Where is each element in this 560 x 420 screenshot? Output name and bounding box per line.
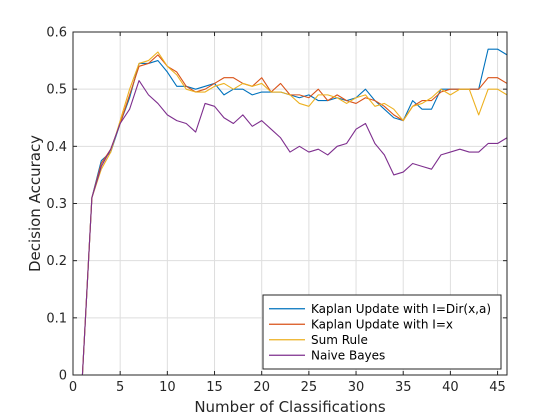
y-tick-label: 0 (59, 369, 67, 384)
x-tick-label: 15 (206, 380, 223, 395)
y-tick-label: 0.3 (46, 197, 67, 212)
x-tick-label: 0 (69, 380, 77, 395)
axis-ticks: 0 5 10 15 20 25 30 35 40 45 0 0.1 0.2 0.3 0.4 0.5 0.6 (46, 26, 507, 395)
x-tick-label: 45 (489, 380, 506, 395)
x-axis-label: Number of Classifications (194, 398, 386, 416)
x-tick-label: 35 (395, 380, 412, 395)
series-line-0 (81, 48, 508, 376)
x-tick-label: 40 (442, 380, 459, 395)
x-tick-label: 20 (253, 380, 270, 395)
series-layer (81, 48, 508, 376)
x-tick-label: 10 (159, 380, 176, 395)
x-tick-label: 5 (116, 380, 124, 395)
legend: Kaplan Update with I=Dir(x,a)Kaplan Upda… (262, 294, 502, 370)
y-axis-label: Decision Accuracy (26, 135, 44, 272)
x-tick-label: 25 (301, 380, 318, 395)
series-line-3 (81, 80, 508, 376)
legend-entry-label: Sum Rule (311, 333, 368, 347)
legend-entry-label: Kaplan Update with I=x (311, 317, 453, 331)
y-tick-label: 0.5 (46, 83, 67, 98)
legend-box (262, 294, 502, 370)
series-line-2 (81, 51, 508, 376)
series-line-1 (81, 54, 508, 376)
legend-entry-label: Naive Bayes (311, 348, 385, 362)
y-tick-label: 0.6 (46, 26, 67, 41)
legend-entry-label: Kaplan Update with I=Dir(x,a) (311, 302, 491, 316)
x-tick-label: 30 (348, 380, 365, 395)
y-tick-label: 0.1 (46, 311, 67, 326)
y-tick-label: 0.2 (46, 254, 67, 269)
y-tick-label: 0.4 (46, 140, 67, 155)
